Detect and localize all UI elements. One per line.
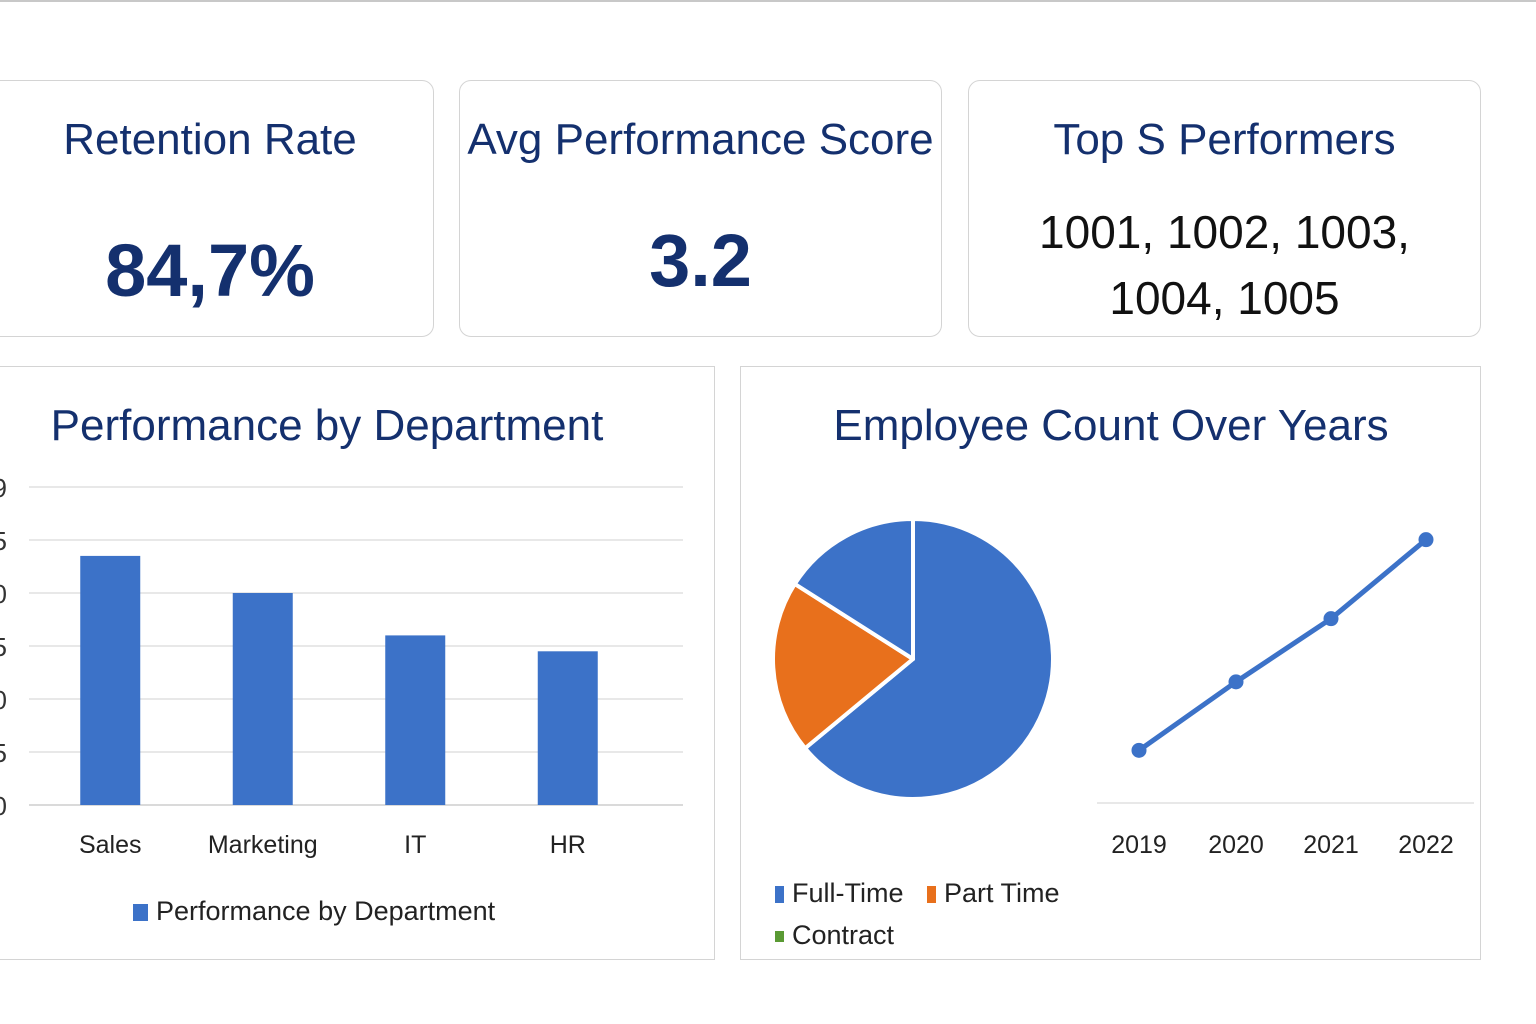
line-point <box>1323 611 1339 627</box>
x-tick-label: 2020 <box>1208 831 1264 859</box>
bar-legend: Performance by Department <box>133 894 495 928</box>
top-performers-card: Top S Performers 1001, 1002, 1003, 1004,… <box>968 80 1481 337</box>
line-point <box>1228 674 1244 690</box>
pie-slice <box>771 581 915 751</box>
pie-line-chart-card: Employee Count Over Years 2019 2020 2021 20… <box>740 366 1481 960</box>
legend-item-part-time: Part Time <box>927 876 1060 910</box>
x-tick-label: Marketing <box>208 831 318 859</box>
x-tick-label: Sales <box>79 831 142 859</box>
legend-swatch-contract <box>775 931 784 943</box>
bar <box>80 555 141 805</box>
bar <box>232 593 293 805</box>
retention-card: Retention Rate 84,7% <box>0 80 434 337</box>
bar-chart-card: Performance by Department 0 5 0 5 0 5 9 Sales Ma… <box>0 366 715 960</box>
legend-item-contract: Contract <box>775 918 894 952</box>
performance-title: Avg Performance Score <box>467 115 934 164</box>
pie-line-chart-title: Employee Count Over Years <box>833 401 1389 450</box>
top-performers-line-2: 1004, 1005 <box>1109 272 1340 324</box>
pie-slice <box>792 517 915 661</box>
performance-card: Avg Performance Score 3.2 <box>459 80 942 337</box>
bar-legend-label: Performance by Department <box>156 896 496 926</box>
y-tick-label: 0 <box>0 791 7 821</box>
y-tick-label: 9 <box>0 473 7 503</box>
top-performers-title: Top S Performers <box>1053 115 1396 164</box>
retention-value: 84,7% <box>105 229 315 312</box>
bar-chart: 0 5 0 5 0 5 9 Sales Marketing IT HR <box>0 473 683 859</box>
top-divider <box>0 0 1536 2</box>
bar-chart-title: Performance by Department <box>50 401 604 450</box>
pie-slice <box>803 517 1055 801</box>
legend-swatch-part-time <box>927 886 936 904</box>
x-tick-label: 2022 <box>1398 831 1454 859</box>
performance-value: 3.2 <box>649 219 752 302</box>
x-tick-label: 2021 <box>1303 831 1359 859</box>
y-tick-label: 5 <box>0 526 7 556</box>
bar <box>385 635 446 805</box>
line-point <box>1418 532 1434 548</box>
legend-label-full-time: Full-Time <box>792 878 904 908</box>
y-tick-label: 5 <box>0 738 7 768</box>
x-tick-label: 2019 <box>1111 831 1167 859</box>
legend-label-contract: Contract <box>792 920 895 950</box>
line-series <box>1136 537 1429 753</box>
legend-swatch-full-time <box>775 886 784 904</box>
y-tick-label: 0 <box>0 685 7 715</box>
retention-title: Retention Rate <box>63 115 357 164</box>
x-tick-label: IT <box>404 831 426 859</box>
y-tick-label: 5 <box>0 632 7 662</box>
pie-legend: Full-Time Part Time Contract <box>775 876 1095 956</box>
y-tick-label: 0 <box>0 579 7 609</box>
bar <box>537 651 598 805</box>
legend-item-full-time: Full-Time <box>775 876 904 910</box>
pie-line-chart: 2019 2020 2021 2022 <box>771 517 1474 859</box>
legend-label-part-time: Part Time <box>944 878 1060 908</box>
top-performers-list: 1001, 1002, 1003, 1004, 1005 <box>969 199 1480 331</box>
bar-legend-swatch <box>133 904 148 922</box>
top-performers-line-1: 1001, 1002, 1003, <box>1039 206 1410 258</box>
x-tick-label: HR <box>550 831 586 859</box>
line-point <box>1131 742 1147 758</box>
